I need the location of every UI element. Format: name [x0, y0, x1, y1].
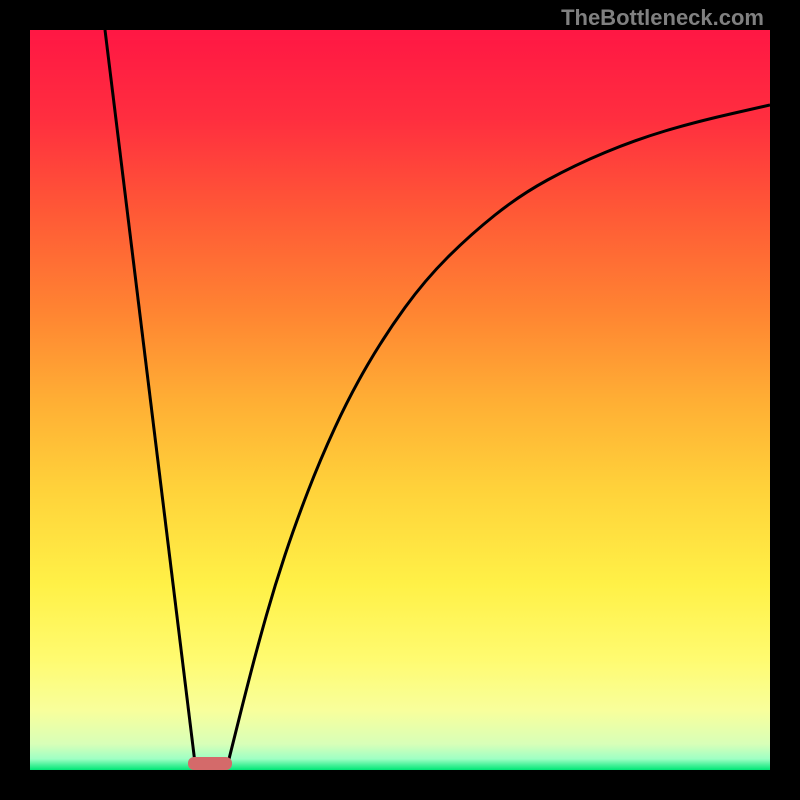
- bottleneck-marker-rect: [188, 757, 232, 770]
- border-bottom: [0, 770, 800, 800]
- border-right: [770, 0, 800, 800]
- border-left: [0, 0, 30, 800]
- plot-area: [30, 30, 770, 770]
- chart-container: TheBottleneck.com: [0, 0, 800, 800]
- curve-layer: [30, 30, 770, 770]
- watermark-text: TheBottleneck.com: [561, 5, 764, 31]
- right-curve: [228, 105, 770, 763]
- bottleneck-marker: [188, 757, 232, 770]
- left-curve: [105, 30, 195, 763]
